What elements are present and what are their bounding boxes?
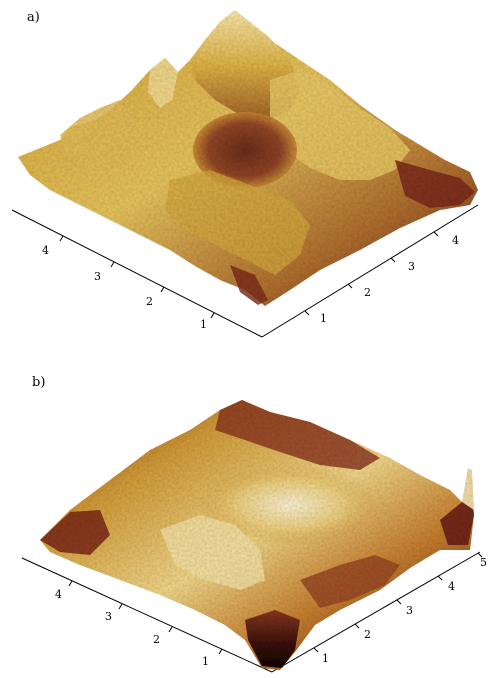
tick-label: 4 bbox=[452, 234, 459, 247]
left-axis-tick-labels-a: 1 2 3 4 bbox=[42, 244, 207, 331]
afm-panel-a: a) bbox=[11, 10, 479, 338]
tick-label: 3 bbox=[408, 260, 415, 273]
tick-label: 1 bbox=[200, 318, 207, 331]
left-axis-tick-labels-b: 1 2 3 4 bbox=[55, 588, 209, 668]
tick-label: 1 bbox=[320, 312, 327, 325]
tick-label: 2 bbox=[364, 286, 371, 299]
right-axis-tick-labels-b: 1 2 3 4 5 bbox=[322, 556, 487, 665]
tick-label: 1 bbox=[322, 652, 329, 665]
tick-label: 3 bbox=[105, 610, 112, 623]
tick-label: 3 bbox=[94, 270, 101, 283]
afm-surface-plot-b: 1 2 3 4 1 2 3 4 5 bbox=[21, 400, 487, 673]
panel-label-b: b) bbox=[32, 375, 46, 390]
tick-label: 1 bbox=[202, 655, 209, 668]
tick-label: 4 bbox=[42, 244, 49, 257]
right-axis-tick-labels-a: 1 2 3 4 bbox=[320, 234, 459, 325]
tick-label: 2 bbox=[364, 628, 371, 641]
tick-label: 2 bbox=[153, 633, 160, 646]
panel-label-a: a) bbox=[27, 10, 40, 25]
axes-b bbox=[21, 551, 483, 673]
afm-panel-b: b) bbox=[0, 340, 490, 678]
tick-label: 5 bbox=[480, 556, 487, 569]
afm-surface-plot-a: 1 2 3 4 1 2 3 4 bbox=[11, 10, 479, 338]
tick-label: 4 bbox=[448, 580, 455, 593]
axes-a bbox=[11, 204, 479, 338]
tick-label: 2 bbox=[146, 295, 153, 308]
tick-label: 4 bbox=[55, 588, 62, 601]
surface-a bbox=[18, 10, 478, 306]
tick-label: 3 bbox=[406, 604, 413, 617]
surface-b bbox=[40, 400, 474, 670]
